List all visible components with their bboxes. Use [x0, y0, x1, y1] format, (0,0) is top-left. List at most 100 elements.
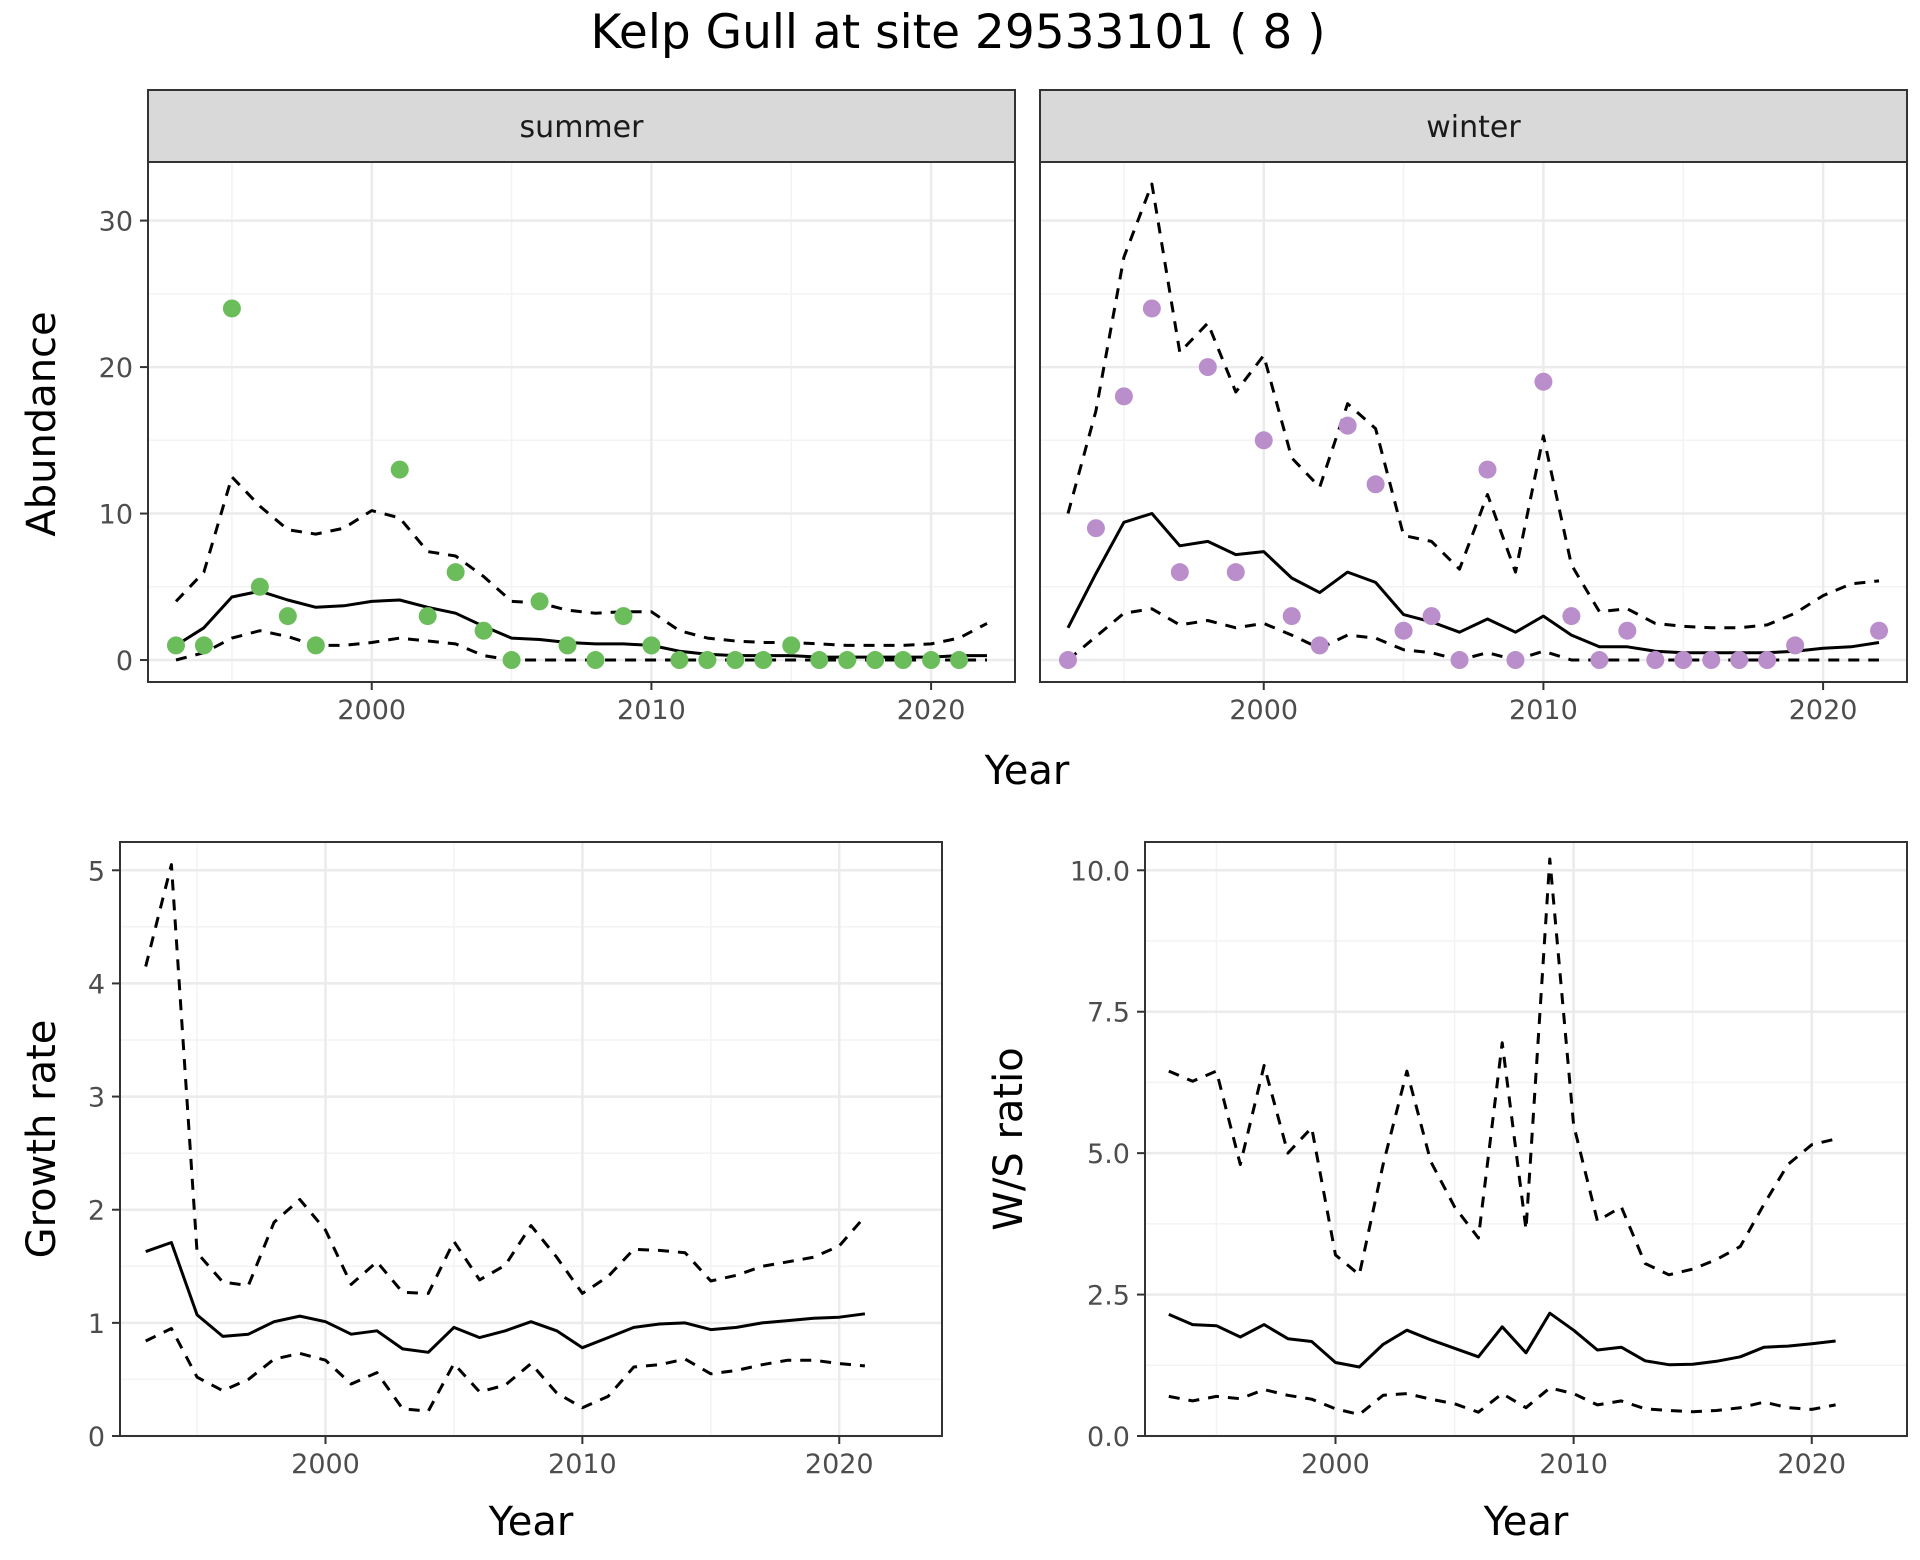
- data-point: [1310, 636, 1329, 655]
- data-point: [1478, 460, 1497, 479]
- data-point: [894, 651, 913, 670]
- data-point: [726, 651, 745, 670]
- data-point: [642, 636, 661, 655]
- data-point: [698, 651, 717, 670]
- data-point: [1198, 358, 1217, 377]
- data-point: [502, 651, 521, 670]
- data-point: [1534, 372, 1553, 391]
- series-upper-line: [1066, 182, 1880, 630]
- x-axis-title: Year: [488, 1499, 574, 1545]
- data-point: [446, 563, 465, 582]
- x-tick-label: 2000: [1301, 1449, 1370, 1480]
- data-point: [1450, 651, 1469, 670]
- data-point: [1870, 621, 1889, 640]
- facet-strip: [147, 89, 1016, 163]
- facet-strip: [1039, 89, 1908, 163]
- y-tick-label: 5.0: [1087, 1139, 1130, 1170]
- data-point: [558, 636, 577, 655]
- data-point: [1142, 299, 1161, 318]
- y-tick-label: 0.0: [1087, 1422, 1130, 1453]
- data-point: [474, 621, 493, 640]
- y-tick-label: 3: [88, 1083, 105, 1114]
- data-point: [1058, 651, 1077, 670]
- data-point: [754, 651, 773, 670]
- data-point: [1394, 621, 1413, 640]
- panel-growth: 2000 2010 2020 0 1 2 3 4 5: [88, 841, 943, 1480]
- y-tick-label: 4: [88, 969, 105, 1000]
- series-upper-line: [1168, 857, 1836, 1277]
- y-tick-label: 5: [88, 856, 105, 887]
- series-lower-line: [145, 1327, 866, 1413]
- x-tick-label: 2000: [1229, 695, 1298, 726]
- data-point: [1618, 621, 1637, 640]
- y-tick-label: 20: [99, 353, 133, 384]
- data-point: [1758, 651, 1777, 670]
- data-point: [1338, 416, 1357, 435]
- data-point: [530, 592, 549, 611]
- x-axis-title: Year: [1483, 1499, 1569, 1545]
- series-upper-line: [174, 475, 988, 647]
- data-point: [866, 651, 885, 670]
- panel-background: [1040, 162, 1907, 682]
- x-tick-label: 2020: [897, 695, 966, 726]
- y-axis-title: Growth rate: [19, 1020, 65, 1259]
- data-point: [1114, 387, 1133, 406]
- x-tick-label: 2020: [1789, 695, 1858, 726]
- y-tick-label: 10: [99, 500, 133, 531]
- data-point: [194, 636, 213, 655]
- data-point: [1590, 651, 1609, 670]
- data-point: [1170, 563, 1189, 582]
- data-point: [222, 299, 241, 318]
- data-point: [810, 651, 829, 670]
- x-tick-label: 2010: [1509, 695, 1578, 726]
- data-point: [838, 651, 857, 670]
- x-tick-label: 2000: [291, 1449, 360, 1480]
- y-tick-label: 2.5: [1087, 1281, 1130, 1312]
- data-point: [1422, 607, 1441, 626]
- data-point: [306, 636, 325, 655]
- x-tick-label: 2010: [1539, 1449, 1608, 1480]
- panel-background: [120, 842, 942, 1436]
- panel-winter: winter 2000 2010 2020: [1039, 89, 1908, 726]
- y-tick-label: 30: [99, 207, 133, 238]
- data-point: [390, 460, 409, 479]
- series-lower-line: [1067, 607, 1879, 662]
- panel-border: [1144, 841, 1908, 1437]
- y-tick-label: 7.5: [1087, 998, 1130, 1029]
- data-point: [1366, 475, 1385, 494]
- data-point: [950, 651, 969, 670]
- x-tick-label: 2020: [1777, 1449, 1846, 1480]
- facet-strip-label: summer: [520, 110, 645, 145]
- y-tick-label: 0: [88, 1422, 105, 1453]
- facet-strip-label: winter: [1426, 110, 1521, 145]
- x-tick-label: 2010: [617, 695, 686, 726]
- x-tick-label: 2000: [337, 695, 406, 726]
- data-point: [1562, 607, 1581, 626]
- data-point: [1226, 563, 1245, 582]
- x-tick-label: 2010: [548, 1449, 617, 1480]
- data-point: [1730, 651, 1749, 670]
- chart-title: Kelp Gull at site 29533101 ( 8 ): [590, 5, 1325, 60]
- data-point: [250, 577, 269, 596]
- data-point: [922, 651, 941, 670]
- y-axis-title: Abundance: [19, 311, 65, 536]
- data-point: [670, 651, 689, 670]
- data-point: [1254, 431, 1273, 450]
- y-tick-label: 2: [88, 1196, 105, 1227]
- data-point: [1646, 651, 1665, 670]
- data-point: [1702, 651, 1721, 670]
- data-point: [418, 607, 437, 626]
- y-tick-label: 0: [116, 646, 133, 677]
- data-point: [614, 607, 633, 626]
- data-point: [278, 607, 297, 626]
- panel-ratio: 2000 2010 2020 0.0 2.5 5.0 7.5 10.0: [1070, 841, 1908, 1480]
- x-tick-label: 2020: [805, 1449, 874, 1480]
- data-point: [1674, 651, 1693, 670]
- series-upper-line: [144, 863, 867, 1295]
- y-tick-label: 1: [88, 1309, 105, 1340]
- x-axis-title: Year: [984, 748, 1070, 794]
- y-tick-label: 10.0: [1070, 856, 1130, 887]
- data-point: [586, 651, 605, 670]
